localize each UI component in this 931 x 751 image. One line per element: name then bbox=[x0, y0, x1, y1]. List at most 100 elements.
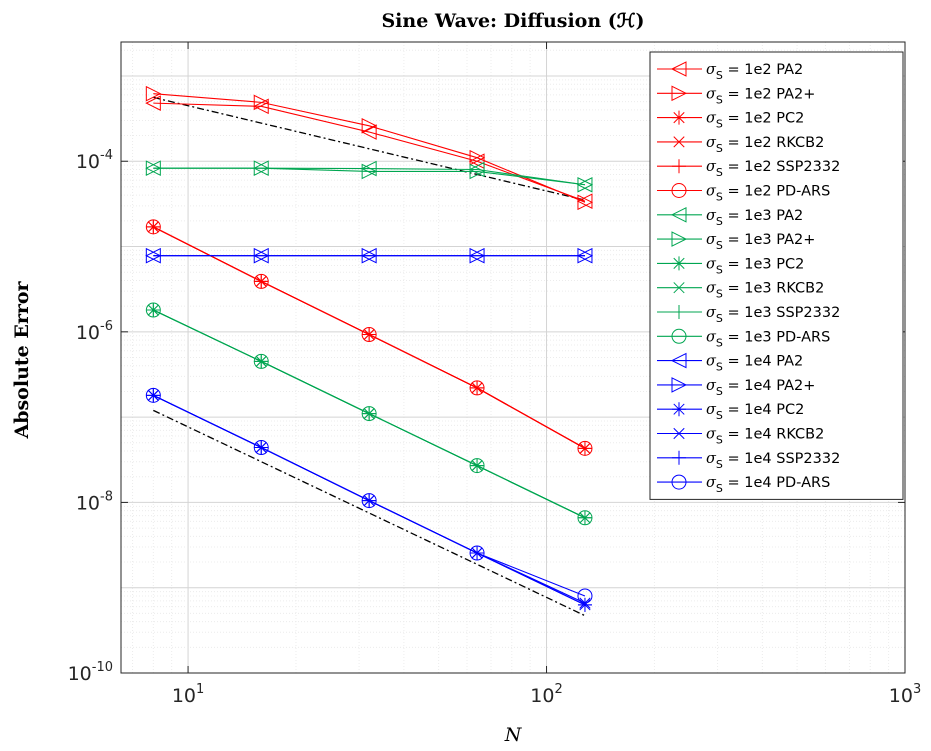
marker-triangle-right bbox=[253, 94, 270, 111]
legend-sigma-subscript: S bbox=[716, 385, 723, 398]
legend-sigma: σ bbox=[706, 232, 717, 248]
marker-triangle-right bbox=[671, 377, 688, 393]
legend-sigma-value: = 1e4 bbox=[723, 354, 776, 370]
legend-sigma-subscript: S bbox=[716, 69, 723, 82]
plot-area-frame bbox=[120, 41, 906, 674]
legend-sigma-value: = 1e2 bbox=[723, 135, 776, 151]
legend-method: RKCB2 bbox=[776, 427, 824, 443]
legend-entry: σS = 1e3 PD-ARS bbox=[657, 328, 830, 349]
legend-method: SSP2332 bbox=[776, 305, 840, 321]
marker-triangle-right bbox=[469, 163, 486, 180]
legend-method: RKCB2 bbox=[776, 281, 824, 297]
marker-circle bbox=[469, 380, 485, 396]
legend-sigma-value: = 1e4 bbox=[723, 378, 776, 394]
legend-sigma-value: = 1e4 bbox=[723, 402, 776, 418]
y-tick-label: 10-8 bbox=[76, 489, 113, 514]
legend-label: σS = 1e2 RKCB2 bbox=[706, 135, 824, 155]
legend-sigma-subscript: S bbox=[716, 288, 723, 301]
chart-title-text: Sine Wave: Diffusion (ℋ) bbox=[381, 10, 644, 32]
legend-sigma-value: = 1e2 bbox=[723, 184, 776, 200]
legend-method: PA2 bbox=[776, 62, 803, 78]
x-tick-exponent: 1 bbox=[196, 682, 204, 697]
legend-method: PC2 bbox=[776, 256, 804, 272]
legend-sigma: σ bbox=[706, 378, 717, 394]
legend-sigma-subscript: S bbox=[716, 263, 723, 276]
legend-label: σS = 1e3 PC2 bbox=[706, 256, 804, 276]
legend-sigma-subscript: S bbox=[716, 482, 723, 495]
legend-sigma: σ bbox=[706, 354, 717, 370]
marker-triangle-right bbox=[361, 247, 378, 264]
legend-sigma-subscript: S bbox=[716, 191, 723, 204]
legend-sigma-subscript: S bbox=[716, 409, 723, 422]
marker-circle bbox=[145, 302, 161, 318]
legend-entry: σS = 1e2 PA2+ bbox=[657, 85, 815, 106]
legend-sigma: σ bbox=[706, 86, 717, 102]
legend-method: PA2 bbox=[776, 354, 803, 370]
legend-method: PA2+ bbox=[776, 232, 815, 248]
legend-entry: σS = 1e2 PC2 bbox=[657, 111, 804, 131]
x-tick-exponent: 3 bbox=[913, 682, 921, 697]
legend-sigma: σ bbox=[706, 475, 717, 491]
marker-plus bbox=[577, 597, 592, 612]
marker-triangle-right bbox=[671, 231, 688, 247]
legend-method: PD-ARS bbox=[776, 184, 830, 200]
marker-triangle-right bbox=[253, 160, 270, 176]
legend-entry: σS = 1e3 PC2 bbox=[657, 256, 804, 276]
y-tick-exponent: -4 bbox=[100, 148, 113, 163]
marker-triangle-right bbox=[577, 194, 594, 211]
series-line bbox=[153, 167, 586, 186]
legend-sigma: σ bbox=[706, 62, 717, 78]
marker-circle bbox=[253, 440, 269, 456]
reference-slope-line bbox=[153, 96, 586, 201]
marker-triangle-left bbox=[361, 124, 377, 140]
legend-sigma-subscript: S bbox=[716, 142, 723, 155]
x-tick-exponent: 2 bbox=[554, 682, 562, 697]
series-1e2-pd-ars bbox=[145, 219, 593, 456]
legend-sigma: σ bbox=[706, 402, 717, 418]
y-axis-label: Absolute Error bbox=[11, 280, 33, 439]
legend-sigma-subscript: S bbox=[716, 118, 723, 131]
marker-plus bbox=[146, 388, 161, 403]
legend-label: σS = 1e2 PC2 bbox=[706, 111, 804, 131]
legend-entry: σS = 1e3 PA2+ bbox=[657, 231, 815, 252]
marker-x bbox=[673, 136, 685, 148]
marker-circle bbox=[577, 510, 593, 526]
legend-sigma-value: = 1e4 bbox=[723, 451, 776, 467]
legend-label: σS = 1e3 PD-ARS bbox=[706, 329, 830, 349]
legend-method: PC2 bbox=[776, 402, 804, 418]
y-tick-base: 10 bbox=[76, 151, 100, 173]
y-tick-exponent: -10 bbox=[92, 660, 113, 675]
marker-triangle-left bbox=[145, 95, 161, 111]
legend-label: σS = 1e4 SSP2332 bbox=[706, 451, 840, 471]
legend-label: σS = 1e3 RKCB2 bbox=[706, 281, 824, 301]
legend-entry: σS = 1e3 PA2 bbox=[657, 206, 803, 228]
marker-triangle-right bbox=[469, 247, 486, 264]
marker-triangle-left bbox=[361, 160, 377, 177]
series-line bbox=[153, 93, 586, 203]
x-tick-base: 10 bbox=[172, 685, 196, 707]
legend-entry: σS = 1e2 SSP2332 bbox=[657, 159, 840, 179]
y-tick-label: 10-10 bbox=[68, 660, 113, 685]
y-tick-label: 10-6 bbox=[76, 319, 113, 344]
legend-label: σS = 1e4 PA2 bbox=[706, 354, 803, 374]
y-tick-base: 10 bbox=[76, 492, 100, 514]
legend-entry: σS = 1e4 PC2 bbox=[657, 402, 804, 422]
marker-plus bbox=[672, 305, 686, 319]
marker-plus bbox=[146, 303, 161, 318]
legend-label: σS = 1e4 RKCB2 bbox=[706, 427, 824, 447]
chart-title: Sine Wave: Diffusion (ℋ) bbox=[381, 10, 644, 32]
marker-asterisk bbox=[672, 256, 686, 271]
legend-sigma: σ bbox=[706, 305, 717, 321]
legend-sigma-subscript: S bbox=[716, 215, 723, 228]
marker-circle bbox=[577, 440, 593, 456]
legend-sigma-subscript: S bbox=[716, 434, 723, 447]
marker-x bbox=[673, 427, 685, 440]
legend-entry: σS = 1e4 PA2+ bbox=[657, 377, 815, 398]
series-1e4-pa2+ bbox=[145, 247, 594, 264]
y-tick-label: 10-4 bbox=[76, 148, 113, 173]
legend-entry: σS = 1e3 SSP2332 bbox=[657, 305, 840, 325]
x-tick-base: 10 bbox=[530, 685, 554, 707]
marker-triangle-right bbox=[577, 176, 594, 193]
